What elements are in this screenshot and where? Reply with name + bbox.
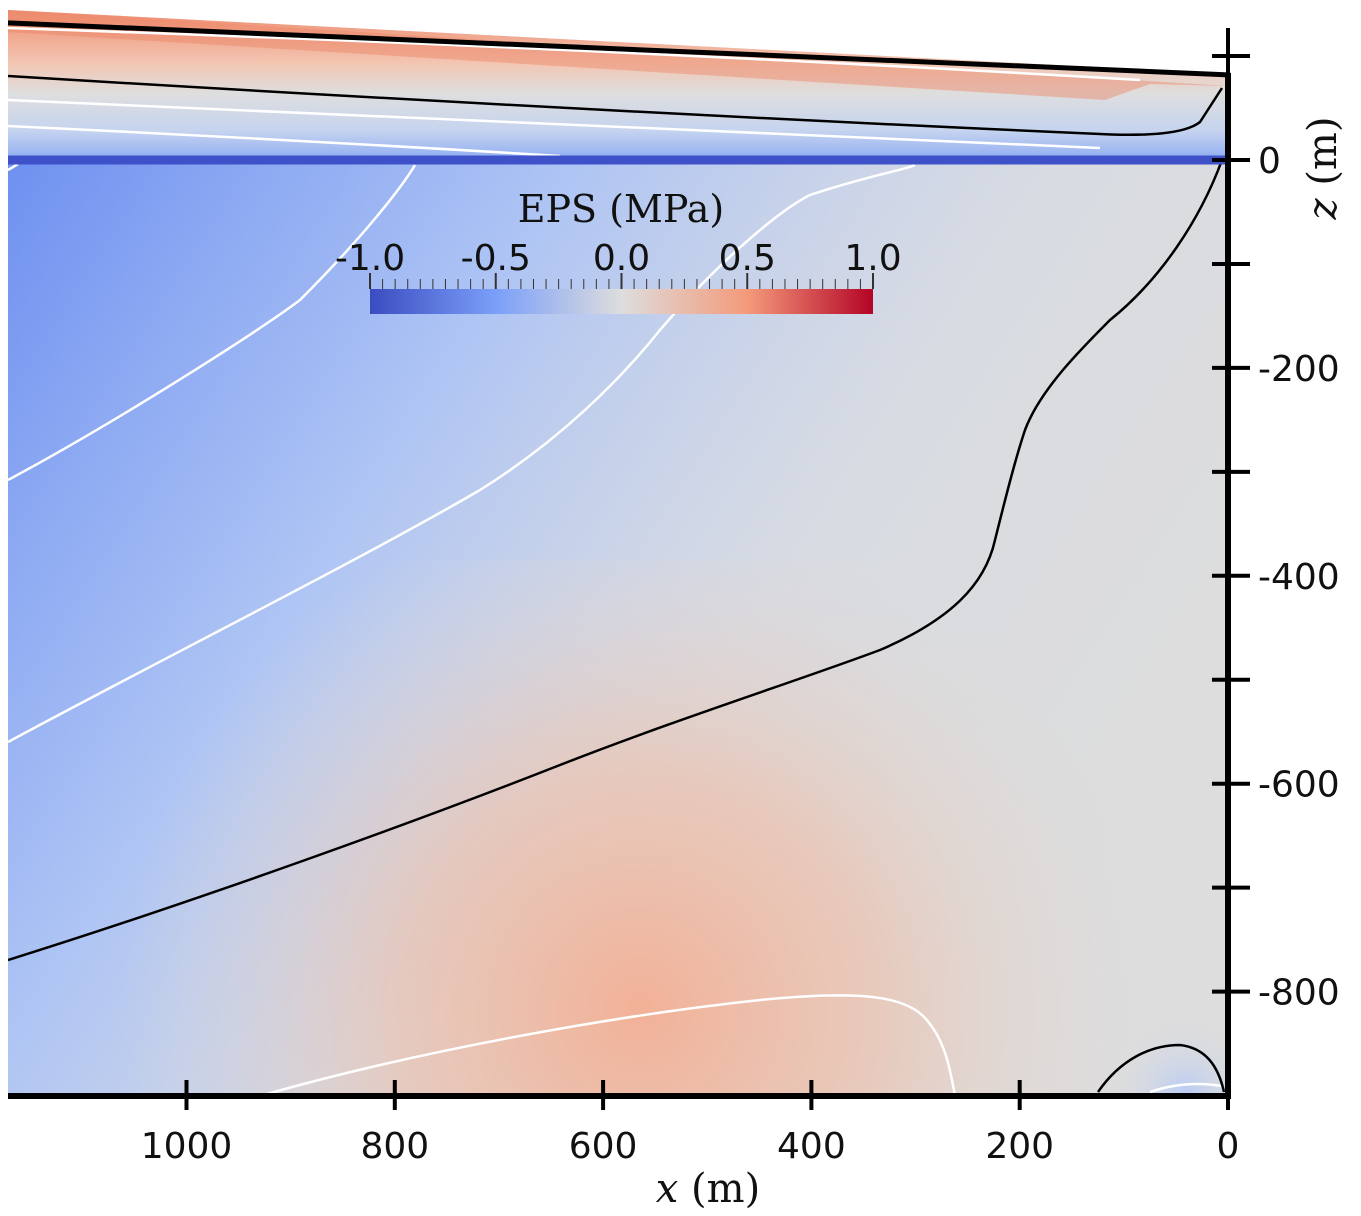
colorbar: EPS (MPa) -1.0 -0.5 0.0 0.5 1.0 xyxy=(335,187,902,314)
x-tick-label: 400 xyxy=(777,1126,846,1167)
contour-line xyxy=(8,26,1141,82)
level-contours xyxy=(8,26,1223,1096)
colorbar-tick-label: -1.0 xyxy=(335,238,405,279)
x-tick-label: 0 xyxy=(1217,1126,1240,1167)
contour-line xyxy=(1096,1043,1226,1093)
y-tick-label: 0 xyxy=(1258,141,1281,182)
ice-surface-boundary xyxy=(7,20,1229,78)
y-axis-title: z (m) xyxy=(1300,117,1346,221)
colorbar-ticks: -1.0 -0.5 0.0 0.5 1.0 xyxy=(335,238,902,289)
contour-line xyxy=(8,164,417,482)
contour-line xyxy=(8,162,19,172)
contour-line xyxy=(8,124,561,158)
x-tick-label: 600 xyxy=(569,1126,638,1167)
contour-line xyxy=(8,74,1224,137)
contour-line xyxy=(8,98,1101,150)
y-tick-label: -200 xyxy=(1258,349,1340,390)
x-tick-label: 800 xyxy=(360,1126,429,1167)
colorbar-tick-label: 0.0 xyxy=(593,238,650,279)
contour-line xyxy=(1149,1082,1223,1094)
x-tick-label: 1000 xyxy=(141,1126,233,1167)
contour-line xyxy=(8,159,1224,962)
contour-line xyxy=(8,163,916,744)
colorbar-tick-label: 0.5 xyxy=(719,238,776,279)
x-axis-title: x (m) xyxy=(656,1166,760,1212)
zero-contours xyxy=(8,74,1226,1093)
x-tick-label: 200 xyxy=(985,1126,1054,1167)
y-tick-label: -600 xyxy=(1258,765,1340,806)
x-axis: 1000 800 600 400 200 0 xyxy=(8,1080,1239,1167)
colorbar-gradient xyxy=(370,289,873,314)
colorbar-title: EPS (MPa) xyxy=(518,187,725,231)
y-axis: 0 -200 -400 -600 -800 xyxy=(1212,28,1340,1099)
colorbar-tick-label: 1.0 xyxy=(844,238,901,279)
colorbar-tick-label: -0.5 xyxy=(461,238,531,279)
y-tick-label: -800 xyxy=(1258,973,1340,1014)
y-tick-label: -400 xyxy=(1258,557,1340,598)
contour-line xyxy=(259,994,957,1096)
